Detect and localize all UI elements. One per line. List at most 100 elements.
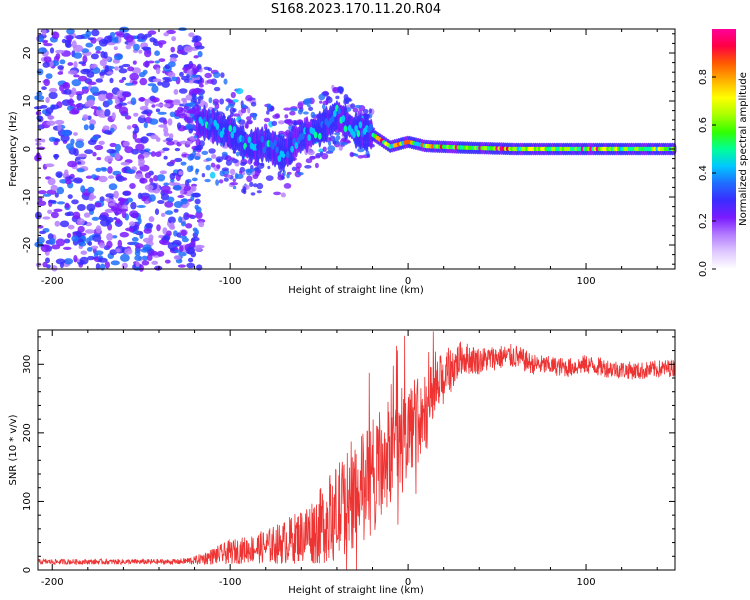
heatmap-cell: [250, 165, 254, 170]
heatmap-cell: [53, 208, 63, 212]
heatmap-cell: [289, 110, 296, 116]
heatmap-cell: [66, 28, 75, 35]
heatmap-cell: [332, 140, 337, 145]
heatmap-cell: [198, 221, 205, 228]
heatmap-cell: [125, 44, 132, 50]
heatmap-cell: [98, 214, 108, 221]
heatmap-cell: [286, 151, 290, 158]
heatmap-cell: [82, 55, 88, 64]
heatmap-cell: [94, 202, 102, 208]
heatmap-cell: [67, 160, 78, 168]
heatmap-cell: [89, 123, 95, 131]
heatmap-cell: [45, 107, 54, 114]
heatmap-cell: [85, 175, 93, 179]
heatmap-cell: [55, 49, 65, 54]
heatmap-cell: [136, 205, 146, 208]
heatmap-cell: [111, 112, 116, 120]
heatmap-cell: [163, 99, 174, 104]
heatmap-cell: [159, 239, 167, 245]
heatmap-cell: [184, 214, 194, 218]
heatmap-cell: [192, 227, 198, 232]
heatmap-cell: [338, 145, 343, 151]
heatmap-cell: [355, 153, 359, 157]
heatmap-cell: [147, 83, 157, 87]
heatmap-cell: [144, 98, 149, 107]
heatmap-cell: [183, 105, 189, 110]
heatmap-cell: [357, 110, 363, 117]
heatmap-cell: [73, 255, 78, 263]
heatmap-cell: [314, 162, 319, 169]
heatmap-cell: [349, 151, 355, 158]
heatmap-cell: [170, 222, 175, 229]
heatmap-cell: [151, 260, 159, 265]
heatmap-cell: [231, 99, 239, 103]
heatmap-cell: [221, 151, 228, 156]
heatmap-cell: [158, 42, 163, 48]
heatmap-cell: [132, 60, 137, 65]
heatmap-cell: [55, 171, 63, 178]
heatmap-cell: [54, 220, 61, 227]
heatmap-cell: [108, 202, 116, 207]
heatmap-cell: [95, 263, 101, 270]
heatmap-cell: [137, 217, 142, 225]
heatmap-cell: [177, 264, 186, 268]
heatmap-cell: [204, 178, 211, 183]
heatmap-cell: [250, 192, 256, 196]
heatmap-cell: [148, 194, 156, 202]
heatmap-cell: [88, 99, 95, 106]
heatmap-cell: [213, 86, 221, 92]
heatmap-cell: [158, 234, 164, 239]
heatmap-cell: [34, 94, 45, 101]
heatmap-cell: [37, 36, 44, 43]
heatmap-cell: [320, 151, 324, 155]
heatmap-cell: [99, 59, 107, 67]
heatmap-cell: [46, 189, 57, 195]
heatmap-cell: [190, 240, 196, 247]
heatmap-cell: [159, 170, 167, 175]
heatmap-cell: [267, 165, 271, 170]
heatmap-cell: [164, 210, 174, 215]
heatmap-cell: [77, 218, 85, 226]
heatmap-cell: [195, 102, 199, 107]
heatmap-cell: [167, 71, 176, 78]
heatmap-cell: [327, 140, 332, 146]
heatmap-cell: [146, 112, 151, 117]
heatmap-cell: [45, 257, 50, 264]
heatmap-cell: [124, 248, 133, 255]
heatmap-cell: [122, 191, 131, 196]
heatmap-cell: [210, 162, 216, 168]
heatmap-cell: [63, 238, 71, 244]
heatmap-cell: [256, 182, 264, 190]
heatmap-cell: [145, 222, 154, 229]
heatmap-cell: [294, 142, 299, 149]
heatmap-cell: [345, 99, 350, 105]
figure-title: S168.2023.170.11.20.R04: [271, 2, 441, 17]
heatmap-cell: [138, 97, 146, 102]
heatmap-cell: [262, 146, 267, 154]
heatmap-cell: [140, 136, 149, 144]
heatmap-cell: [90, 174, 97, 179]
heatmap-cell: [114, 66, 119, 71]
heatmap-cell: [57, 71, 64, 75]
heatmap-cell: [106, 240, 113, 249]
heatmap-cell: [67, 62, 74, 66]
heatmap-cell: [37, 190, 47, 195]
heatmap-cell: [151, 104, 156, 108]
heatmap-cell: [321, 153, 329, 160]
heatmap-cell: [161, 80, 170, 88]
heatmap-cell: [107, 99, 113, 106]
heatmap-cell: [195, 144, 204, 151]
heatmap-cell: [173, 208, 179, 213]
heatmap-cell: [94, 144, 104, 151]
x-tick-label: -100: [219, 276, 242, 287]
x-tick-label: -100: [219, 577, 242, 588]
heatmap-cell: [42, 193, 52, 197]
heatmap-cell: [197, 63, 202, 70]
heatmap-cell: [50, 184, 58, 191]
heatmap-cell: [188, 257, 194, 263]
heatmap-cell: [113, 46, 118, 51]
heatmap-cell: [284, 114, 289, 119]
heatmap-cell: [293, 120, 297, 127]
heatmap-cell: [186, 262, 195, 269]
heatmap-cell: [87, 81, 97, 86]
